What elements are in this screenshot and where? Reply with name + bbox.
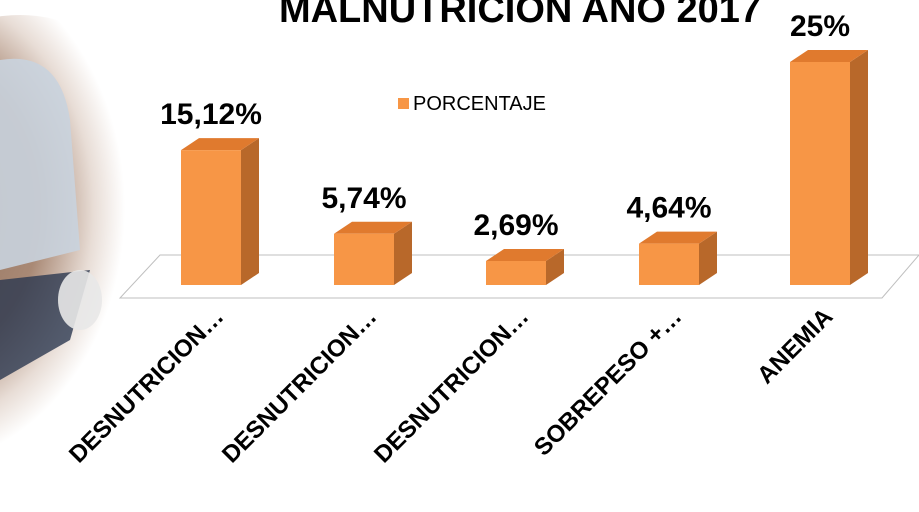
data-label: 4,64%: [626, 192, 711, 225]
bar: [790, 50, 868, 285]
bar-face: [486, 261, 546, 285]
legend-label: PORCENTAJE: [413, 93, 546, 115]
bar-face: [181, 138, 259, 151]
bar-face: [486, 249, 564, 262]
bar-face: [334, 221, 412, 234]
data-label: 15,12%: [160, 98, 262, 131]
bar-face: [699, 231, 717, 285]
bar-face: [639, 243, 699, 285]
bar-face: [546, 249, 564, 285]
data-label: 25%: [790, 10, 850, 43]
x-tick-label: DESNUTRICION…: [369, 303, 534, 468]
bar-face: [181, 150, 241, 285]
bar-face: [639, 231, 717, 244]
bar-face: [241, 138, 259, 285]
legend-swatch: [398, 98, 409, 109]
data-label: 5,74%: [321, 182, 406, 215]
bar-face: [850, 50, 868, 285]
x-tick-label: ANEMIA: [752, 303, 838, 389]
bar: [334, 221, 412, 285]
bar: [639, 231, 717, 285]
bar-face: [334, 233, 394, 285]
x-tick-label: DESNUTRICION…: [217, 303, 382, 468]
bar-face: [790, 50, 868, 62]
chart-title: MALNUTRICION AÑO 2017: [279, 0, 761, 31]
bar: [486, 249, 564, 285]
x-tick-label: SOBREPESO +…: [529, 303, 687, 461]
bar-face: [790, 62, 850, 285]
photo: [0, 15, 195, 445]
bar: [181, 138, 259, 285]
data-label: 2,69%: [473, 209, 558, 242]
bar-face: [394, 221, 412, 285]
